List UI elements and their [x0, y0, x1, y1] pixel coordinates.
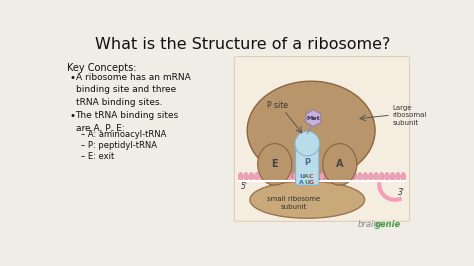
Ellipse shape: [298, 172, 302, 181]
Text: A ribosome has an mRNA
binding site and three
tRNA binding sites.: A ribosome has an mRNA binding site and …: [75, 73, 190, 107]
Text: genie: genie: [374, 220, 401, 229]
Ellipse shape: [352, 172, 357, 181]
Text: – E: exit: – E: exit: [81, 152, 114, 161]
Ellipse shape: [374, 172, 379, 181]
Ellipse shape: [260, 172, 264, 181]
FancyBboxPatch shape: [235, 57, 410, 221]
Text: U: U: [299, 174, 304, 179]
Text: E: E: [272, 159, 278, 169]
Ellipse shape: [347, 172, 351, 181]
Text: The tRNA binding sites
are A, P, E:: The tRNA binding sites are A, P, E:: [75, 111, 179, 133]
Ellipse shape: [357, 172, 362, 181]
Ellipse shape: [265, 172, 270, 181]
Ellipse shape: [336, 172, 341, 181]
Ellipse shape: [255, 172, 259, 181]
Text: A: A: [304, 174, 309, 179]
Text: Key Concepts:: Key Concepts:: [67, 63, 137, 73]
Text: A: A: [336, 159, 344, 169]
Ellipse shape: [330, 172, 335, 181]
Ellipse shape: [258, 144, 292, 185]
Text: – P: peptidyl-tRNA: – P: peptidyl-tRNA: [81, 141, 157, 150]
Ellipse shape: [238, 172, 243, 181]
Text: P: P: [304, 158, 310, 167]
Ellipse shape: [244, 172, 248, 181]
Ellipse shape: [247, 81, 375, 180]
Ellipse shape: [319, 172, 324, 181]
Circle shape: [295, 131, 319, 156]
Ellipse shape: [249, 172, 254, 181]
Text: •: •: [69, 111, 75, 121]
Ellipse shape: [250, 181, 365, 218]
Text: Large
ribosomal
subunit: Large ribosomal subunit: [392, 105, 427, 126]
Ellipse shape: [314, 172, 319, 181]
Ellipse shape: [292, 172, 297, 181]
Ellipse shape: [323, 144, 357, 185]
Text: U: U: [304, 180, 309, 185]
Ellipse shape: [341, 172, 346, 181]
Text: brain: brain: [357, 220, 379, 229]
Ellipse shape: [282, 172, 286, 181]
Ellipse shape: [363, 172, 368, 181]
Polygon shape: [306, 110, 321, 127]
Ellipse shape: [271, 172, 275, 181]
Ellipse shape: [276, 172, 281, 181]
Ellipse shape: [325, 172, 330, 181]
FancyBboxPatch shape: [296, 144, 319, 185]
Text: P site: P site: [267, 101, 288, 110]
Ellipse shape: [287, 172, 292, 181]
Ellipse shape: [368, 172, 373, 181]
Text: G: G: [309, 180, 314, 185]
Ellipse shape: [385, 172, 390, 181]
Text: Met: Met: [307, 116, 320, 121]
Text: What is the Structure of a ribosome?: What is the Structure of a ribosome?: [95, 37, 391, 52]
Text: small ribosome
subunit: small ribosome subunit: [267, 196, 320, 210]
Ellipse shape: [303, 172, 308, 181]
Text: 3': 3': [398, 188, 405, 197]
Ellipse shape: [309, 172, 313, 181]
Ellipse shape: [401, 172, 406, 181]
Text: A: A: [300, 180, 304, 185]
Ellipse shape: [379, 172, 384, 181]
Text: •: •: [69, 73, 75, 83]
Ellipse shape: [390, 172, 395, 181]
Text: – A: aminoacyl-tRNA: – A: aminoacyl-tRNA: [81, 131, 166, 139]
Text: 5': 5': [241, 182, 247, 191]
Ellipse shape: [396, 172, 400, 181]
Text: C: C: [309, 174, 313, 179]
